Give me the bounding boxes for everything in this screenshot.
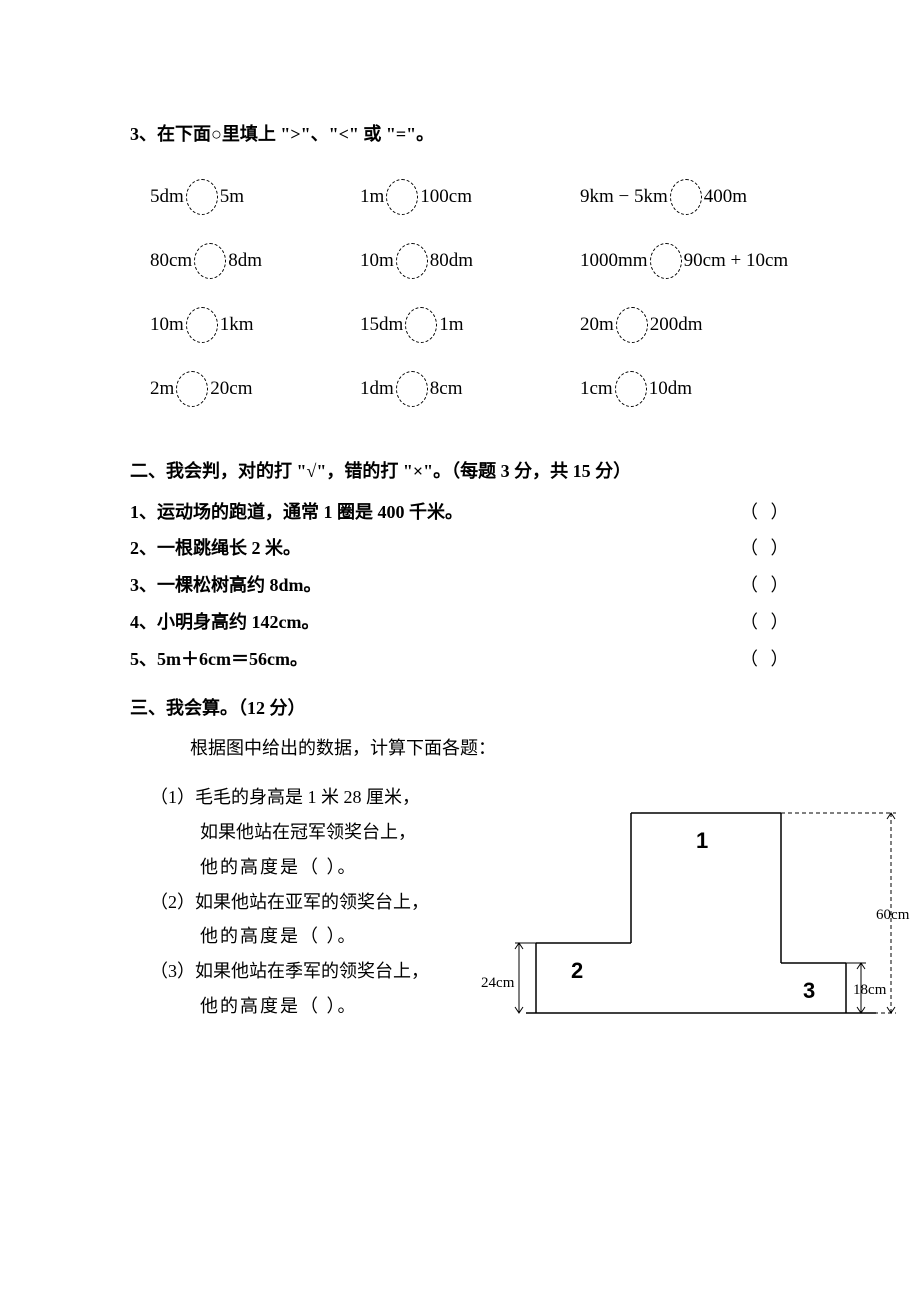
num: （3）: [150, 961, 195, 981]
val: 1m: [439, 310, 463, 340]
blank-oval[interactable]: [194, 243, 226, 279]
val: 10dm: [649, 374, 692, 404]
tf-text: 4、小明身高约 142cm。: [130, 608, 740, 637]
val: 10m: [360, 246, 394, 276]
compare-cell: 10m 1km: [150, 307, 360, 343]
tf-blank[interactable]: （ ）: [740, 645, 860, 674]
tf-text: 2、一根跳绳长 2 米。: [130, 534, 740, 563]
dim-24cm: 24cm: [481, 971, 514, 995]
q3-3-line: 他的高度是（ ）。: [150, 992, 491, 1021]
val: 5m: [220, 182, 244, 212]
val: 80dm: [430, 246, 473, 276]
answer-blank[interactable]: 他的高度是（ ）。: [200, 857, 358, 877]
q3-1-line: （1）毛毛的身高是 1 米 28 厘米，: [150, 783, 491, 812]
tf-item: 4、小明身高约 142cm。（ ）: [130, 608, 860, 637]
dim-18cm: 18cm: [853, 978, 886, 1002]
section3-title: 三、我会算。（12 分）: [130, 694, 860, 723]
tf-text: 3、一棵松树高约 8dm。: [130, 571, 740, 600]
val: 90cm + 10cm: [684, 246, 789, 276]
blank-oval[interactable]: [396, 243, 428, 279]
val: 80cm: [150, 246, 192, 276]
blank-oval[interactable]: [186, 179, 218, 215]
tf-item: 1、运动场的跑道，通常 1 圈是 400 千米。（ ）: [130, 498, 860, 527]
blank-oval[interactable]: [670, 179, 702, 215]
q3-2-line: 他的高度是（ ）。: [150, 922, 491, 951]
q3-1-line: 他的高度是（ ）。: [150, 853, 491, 882]
compare-cell: 5dm 5m: [150, 179, 360, 215]
val: 10m: [150, 310, 184, 340]
tf-blank[interactable]: （ ）: [740, 571, 860, 600]
tf-item: 5、5m＋6cm＝56cm。（ ）: [130, 645, 860, 674]
q3-3-line: （3）如果他站在季军的领奖台上，: [150, 957, 491, 986]
val: 400m: [704, 182, 747, 212]
section3-questions: （1）毛毛的身高是 1 米 28 厘米， 如果他站在冠军领奖台上， 他的高度是（…: [150, 783, 491, 1043]
blank-oval[interactable]: [386, 179, 418, 215]
val: 1dm: [360, 374, 394, 404]
txt: 如果他站在亚军的领奖台上，: [195, 892, 429, 912]
val: 20cm: [210, 374, 252, 404]
q3-1-line: 如果他站在冠军领奖台上，: [150, 818, 491, 847]
q3-title: 3、在下面○里填上 ">"、"<" 或 "="。: [130, 120, 860, 149]
compare-cell: 15dm 1m: [360, 307, 580, 343]
q3-2-line: （2）如果他站在亚军的领奖台上，: [150, 888, 491, 917]
blank-oval[interactable]: [615, 371, 647, 407]
dim-60cm: 60cm: [876, 903, 909, 927]
txt: 毛毛的身高是 1 米 28 厘米，: [195, 787, 420, 807]
val: 9km − 5km: [580, 182, 668, 212]
val: 1km: [220, 310, 254, 340]
blank-oval[interactable]: [186, 307, 218, 343]
val: 8cm: [430, 374, 463, 404]
num: （1）: [150, 787, 195, 807]
podium-label-3: 3: [803, 973, 815, 1008]
compare-row: 5dm 5m 1m 100cm 9km − 5km 400m: [150, 179, 860, 215]
blank-oval[interactable]: [176, 371, 208, 407]
tf-item: 3、一棵松树高约 8dm。（ ）: [130, 571, 860, 600]
val: 200dm: [650, 310, 703, 340]
tf-text: 1、运动场的跑道，通常 1 圈是 400 千米。: [130, 498, 740, 527]
val: 1cm: [580, 374, 613, 404]
val: 1m: [360, 182, 384, 212]
blank-oval[interactable]: [396, 371, 428, 407]
compare-cell: 1cm 10dm: [580, 371, 860, 407]
compare-grid: 5dm5m 1m100cm 9km − 5km400m 80cm8dm 10m8…: [150, 179, 860, 407]
val: 5dm: [150, 182, 184, 212]
answer-blank[interactable]: 他的高度是（ ）。: [200, 996, 358, 1016]
val: 15dm: [360, 310, 403, 340]
compare-row: 10m 1km 15dm 1m 20m 200dm: [150, 307, 860, 343]
blank-oval[interactable]: [650, 243, 682, 279]
blank-oval[interactable]: [616, 307, 648, 343]
answer-blank[interactable]: 他的高度是（ ）。: [200, 926, 358, 946]
txt: 如果他站在季军的领奖台上，: [195, 961, 429, 981]
tf-blank[interactable]: （ ）: [740, 534, 860, 563]
podium-label-1: 1: [696, 823, 708, 858]
tf-item: 2、一根跳绳长 2 米。（ ）: [130, 534, 860, 563]
compare-cell: 80cm 8dm: [150, 243, 360, 279]
val: 1000mm: [580, 246, 648, 276]
compare-cell: 2m 20cm: [150, 371, 360, 407]
val: 20m: [580, 310, 614, 340]
podium-svg: [501, 783, 901, 1043]
podium-label-2: 2: [571, 953, 583, 988]
section3-body: （1）毛毛的身高是 1 米 28 厘米， 如果他站在冠军领奖台上， 他的高度是（…: [150, 783, 860, 1043]
section2-title: 二、我会判，对的打 "√"，错的打 "×"。（每题 3 分，共 15 分）: [130, 457, 860, 486]
compare-row: 2m 20cm 1dm 8cm 1cm 10dm: [150, 371, 860, 407]
blank-oval[interactable]: [405, 307, 437, 343]
compare-cell: 20m 200dm: [580, 307, 860, 343]
val: 8dm: [228, 246, 262, 276]
compare-cell: 1m 100cm: [360, 179, 580, 215]
podium-diagram: 1 2 3 60cm 24cm 18cm: [501, 783, 860, 1043]
num: （2）: [150, 892, 195, 912]
tf-blank[interactable]: （ ）: [740, 498, 860, 527]
section3-subtitle: 根据图中给出的数据，计算下面各题：: [190, 734, 860, 763]
tf-text: 5、5m＋6cm＝56cm。: [130, 645, 740, 674]
compare-cell: 1dm 8cm: [360, 371, 580, 407]
compare-row: 80cm 8dm 10m 80dm 1000mm 90cm + 10cm: [150, 243, 860, 279]
compare-cell: 1000mm 90cm + 10cm: [580, 243, 860, 279]
tf-blank[interactable]: （ ）: [740, 608, 860, 637]
val: 100cm: [420, 182, 472, 212]
compare-cell: 9km − 5km 400m: [580, 179, 860, 215]
compare-cell: 10m 80dm: [360, 243, 580, 279]
val: 2m: [150, 374, 174, 404]
